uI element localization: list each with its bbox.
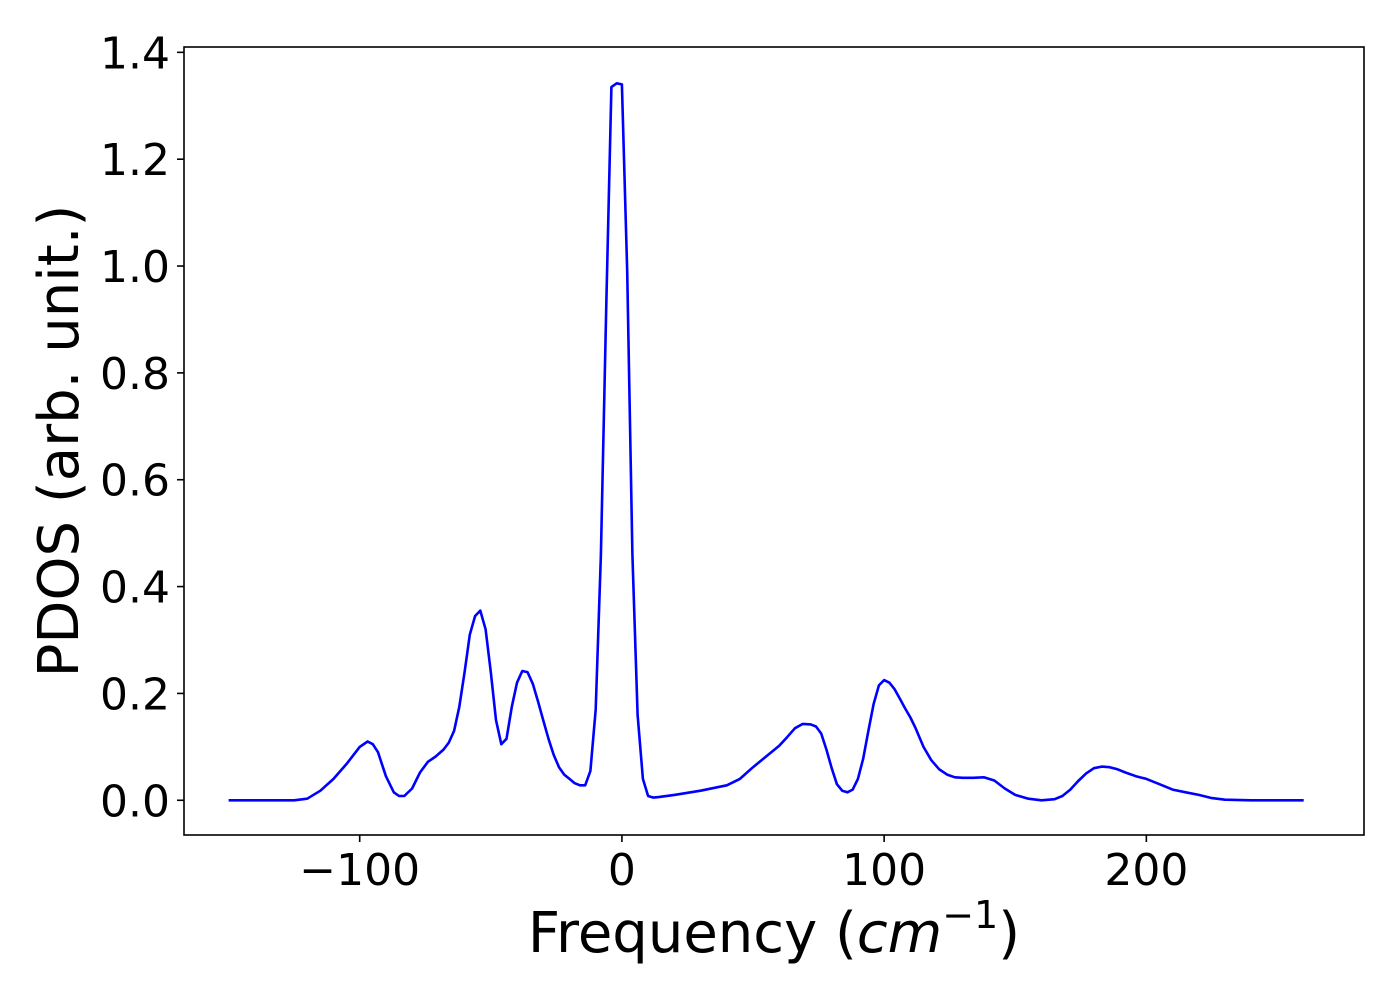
- y-ticks: 0.0 0.2 0.4 0.6 0.8 1.0 1.2 1.4: [100, 28, 184, 827]
- y-tick-label: 0.0: [100, 776, 170, 827]
- x-tick-label: 0: [608, 845, 636, 896]
- x-tick-label: −100: [299, 845, 420, 896]
- y-tick-label: 1.0: [100, 242, 170, 293]
- y-axis-label: PDOS (arb. unit.): [27, 205, 92, 678]
- series-line-0: [228, 82, 1304, 802]
- x-axis-label: Frequency (cm−1): [528, 893, 1020, 966]
- plot-marks: [228, 82, 1304, 802]
- x-tick-label: 100: [842, 845, 926, 896]
- plot-frame: [183, 46, 1365, 836]
- x-axis-label-prefix: Frequency (: [528, 901, 857, 966]
- y-tick-label: 0.8: [100, 349, 170, 400]
- y-tick-label: 1.2: [100, 135, 170, 186]
- y-tick-label: 0.6: [100, 456, 170, 507]
- y-tick-label: 0.2: [100, 669, 170, 720]
- x-axis-label-unit: cm: [857, 901, 942, 966]
- x-axis-label-exponent: −1: [942, 893, 998, 937]
- y-tick-label: 1.4: [100, 28, 170, 79]
- x-ticks: −100 0 100 200: [299, 835, 1188, 896]
- y-tick-label: 0.4: [100, 563, 170, 614]
- x-tick-label: 200: [1104, 845, 1188, 896]
- x-axis-label-suffix: ): [998, 901, 1020, 966]
